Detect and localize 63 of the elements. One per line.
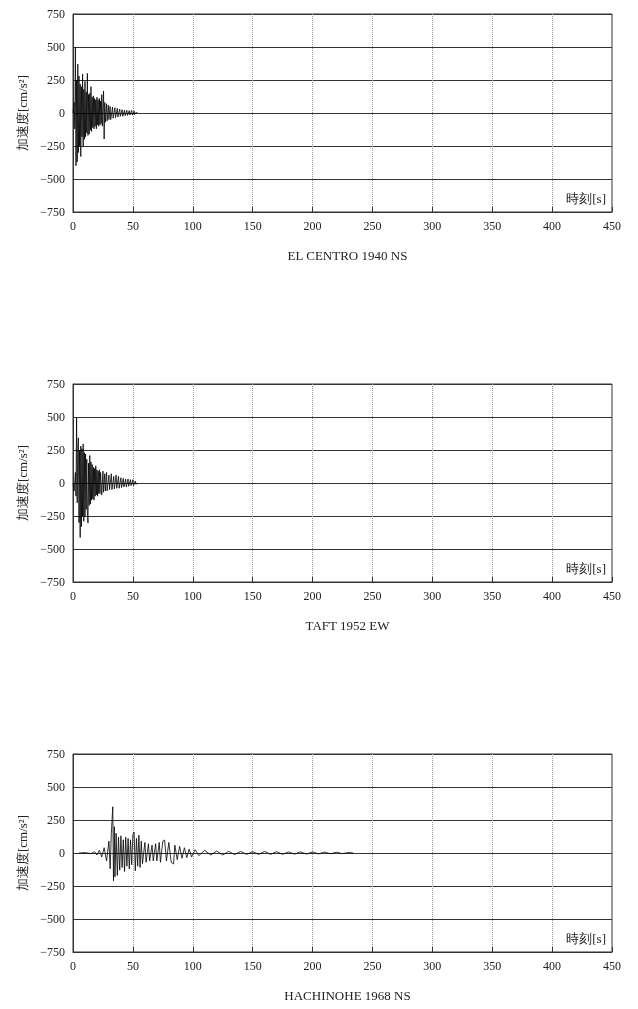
y-tick-label: 500 [47, 780, 65, 794]
x-axis-title: 時刻[s] [566, 191, 606, 206]
y-tick-label: −250 [40, 879, 65, 893]
x-tick-label: 0 [70, 959, 76, 973]
x-tick-label: 450 [603, 589, 621, 603]
x-tick-label: 250 [363, 219, 382, 233]
y-tick-label: 0 [59, 476, 65, 490]
y-tick-label: 0 [59, 106, 65, 120]
x-tick-label: 350 [483, 959, 502, 973]
x-tick-label: 100 [183, 589, 202, 603]
x-tick-label: 0 [70, 219, 76, 233]
y-tick-label: −750 [40, 575, 65, 589]
y-axis-title: 加速度[cm/s²] [15, 74, 31, 152]
line-series [72, 46, 138, 167]
y-tick-label: 250 [47, 443, 65, 457]
x-tick-label: 50 [126, 589, 139, 603]
text: HACHINOHE 1968 NS [284, 988, 411, 1003]
y-axis-title: 加速度[cm/s²] [15, 814, 31, 892]
y-tick-label: 750 [47, 747, 65, 761]
y-tick-label: 0 [59, 846, 65, 860]
x-tick-label: 0 [70, 589, 76, 603]
y-tick-label: 250 [47, 813, 65, 827]
x-axis-title: 時刻[s] [566, 561, 606, 576]
y-tick-label: −500 [40, 912, 65, 926]
y-tick-label: −750 [40, 205, 65, 219]
line-series [72, 416, 139, 538]
x-tick-label: 200 [303, 589, 322, 603]
x-tick-label: 400 [543, 959, 562, 973]
y-tick-label: −750 [40, 945, 65, 959]
x-tick-label: 400 [543, 219, 562, 233]
x-tick-label: 300 [423, 959, 442, 973]
x-tick-label: 300 [423, 219, 442, 233]
text: TAFT 1952 EW [305, 618, 391, 633]
x-tick-label: 200 [303, 219, 322, 233]
x-axis-title: 時刻[s] [566, 931, 606, 946]
y-tick-label: −250 [40, 509, 65, 523]
x-tick-label: 250 [363, 959, 382, 973]
y-tick-label: 500 [47, 40, 65, 54]
y-tick-label: 250 [47, 73, 65, 87]
x-tick-label: 100 [183, 959, 202, 973]
x-tick-label: 300 [423, 589, 442, 603]
x-tick-label: 200 [303, 959, 322, 973]
x-tick-label: 250 [363, 589, 382, 603]
x-tick-label: 100 [183, 219, 202, 233]
x-tick-label: 450 [603, 219, 621, 233]
x-tick-label: 50 [126, 959, 139, 973]
x-tick-label: 150 [243, 959, 262, 973]
x-tick-label: 50 [126, 219, 139, 233]
x-tick-label: 150 [243, 219, 262, 233]
x-tick-label: 400 [543, 589, 562, 603]
x-tick-label: 350 [483, 219, 502, 233]
line-series [78, 806, 354, 882]
y-tick-label: −500 [40, 172, 65, 186]
x-tick-label: 150 [243, 589, 262, 603]
y-tick-label: 750 [47, 7, 65, 21]
text: EL CENTRO 1940 NS [287, 248, 408, 263]
y-axis-title: 加速度[cm/s²] [15, 444, 31, 522]
y-tick-label: 500 [47, 410, 65, 424]
y-tick-label: 750 [47, 377, 65, 391]
y-tick-label: −250 [40, 139, 65, 153]
x-tick-label: 350 [483, 589, 502, 603]
y-tick-label: −500 [40, 542, 65, 556]
x-tick-label: 450 [603, 959, 621, 973]
